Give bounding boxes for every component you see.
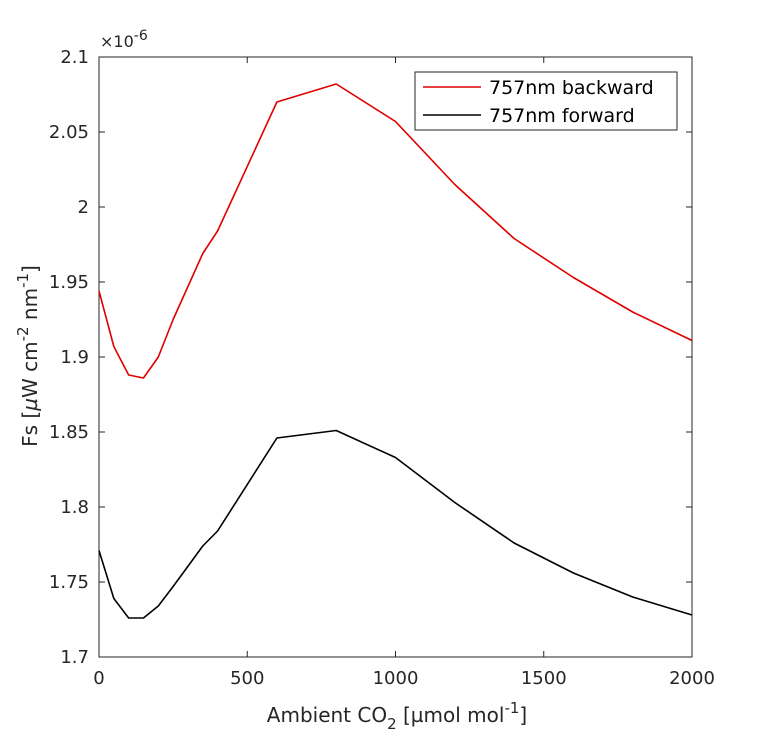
x-axis-title: Ambient CO2 [µmol mol-1] <box>267 699 527 733</box>
series-layer <box>98 83 693 619</box>
plot-frame <box>98 56 693 658</box>
y-exponent-label: ×10-6 <box>100 28 148 51</box>
y-tick-label: 1.85 <box>49 422 89 443</box>
y-tick-label: 2.05 <box>49 122 89 143</box>
y-tick-label: 1.95 <box>49 272 89 293</box>
legend-label-1: 757nm forward <box>489 105 635 127</box>
legend-box <box>414 71 678 131</box>
plot-area <box>98 56 693 658</box>
ticks-layer: 0 500 1000 1500 2000 1.7 1.75 1.8 1.85 1.9 1.95 2 2.… <box>49 47 715 689</box>
y-tick-label: 1.8 <box>60 497 89 518</box>
x-tick-label: 1500 <box>521 668 567 689</box>
legend: 757nm backward 757nm forward <box>414 71 678 131</box>
y-tick-label: 1.7 <box>60 647 89 668</box>
x-tick-label: 0 <box>93 668 104 689</box>
y-axis-title: Fs [µW cm-2 nm-1] <box>14 265 42 447</box>
series-line-0 <box>98 83 693 379</box>
y-tick-label: 1.75 <box>49 572 89 593</box>
y-tick-label: 2 <box>78 197 89 218</box>
x-tick-label: 500 <box>230 668 264 689</box>
x-tick-label: 2000 <box>669 668 715 689</box>
legend-label-0: 757nm backward <box>489 77 654 99</box>
x-tick-label: 1000 <box>373 668 419 689</box>
y-tick-label: 2.1 <box>60 47 89 68</box>
series-line-1 <box>98 429 693 619</box>
y-tick-label: 1.9 <box>60 347 89 368</box>
